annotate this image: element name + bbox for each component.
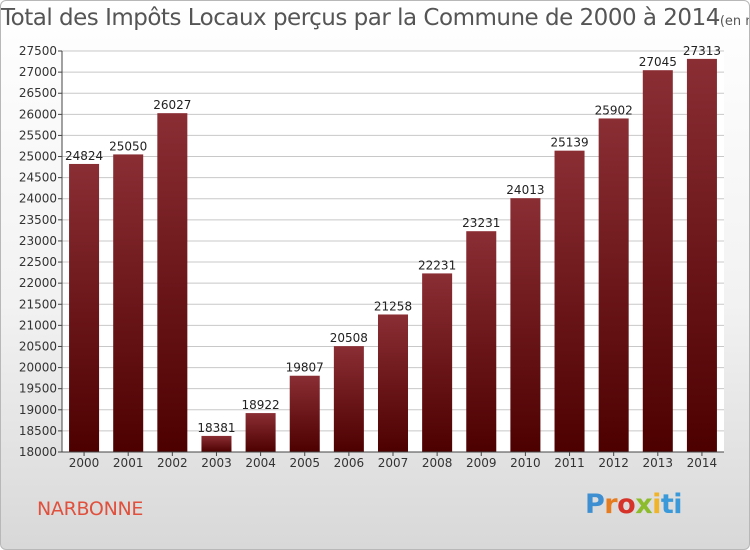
- data-label-2002: 26027: [153, 98, 191, 112]
- bar-2002[interactable]: [157, 113, 188, 453]
- bar-2007[interactable]: [377, 314, 409, 452]
- y-tick-label: 22500: [19, 255, 57, 269]
- data-label-2004: 18922: [242, 398, 280, 412]
- y-tick-label: 24500: [19, 171, 57, 185]
- chart-subtitle: (en milliers d'€): [719, 14, 749, 29]
- y-tick-label: 19000: [19, 403, 57, 417]
- bar-2013[interactable]: [642, 70, 673, 453]
- data-label-2013: 27045: [639, 55, 677, 69]
- x-axis: 2000 2001 2002 2003 2004 2005 2006 2007 2008 2009…: [69, 452, 717, 470]
- y-tick-label: 22000: [19, 276, 57, 290]
- x-tick-label: 2001: [113, 456, 144, 470]
- data-label-2010: 24013: [506, 183, 544, 197]
- bar-2005[interactable]: [289, 375, 320, 452]
- bar-2012[interactable]: [598, 118, 629, 452]
- y-tick-label: 27000: [19, 65, 57, 79]
- x-tick-label: 2005: [289, 456, 320, 470]
- bar-2014[interactable]: [686, 58, 717, 452]
- data-label-2000: 24824: [65, 149, 103, 163]
- x-tick-label: 2002: [157, 456, 188, 470]
- x-tick-label: 2014: [687, 456, 718, 470]
- bar-2010[interactable]: [510, 198, 541, 452]
- data-label-2008: 22231: [418, 258, 456, 272]
- bar-2009[interactable]: [466, 231, 497, 452]
- y-tick-label: 27500: [19, 44, 57, 58]
- bar-2008[interactable]: [422, 273, 453, 452]
- x-tick-label: 2003: [201, 456, 232, 470]
- y-tick-label: 24000: [19, 192, 57, 206]
- data-label-2005: 19807: [286, 361, 324, 375]
- y-tick-label: 26000: [19, 107, 57, 121]
- bar-2000[interactable]: [69, 163, 100, 452]
- y-tick-label: 25000: [19, 150, 57, 164]
- data-label-2001: 25050: [109, 139, 147, 153]
- x-tick-label: 2006: [334, 456, 365, 470]
- y-tick-label: 23000: [19, 234, 57, 248]
- bar-2006[interactable]: [333, 346, 364, 452]
- x-tick-label: 2011: [554, 456, 585, 470]
- y-tick-label: 18500: [19, 424, 57, 438]
- data-label-2007: 21258: [374, 299, 412, 313]
- data-label-2003: 18381: [197, 421, 235, 435]
- logo-letter: i: [652, 489, 661, 520]
- logo-letter: P: [585, 489, 605, 520]
- x-tick-label: 2009: [466, 456, 497, 470]
- bar-2011[interactable]: [554, 150, 585, 452]
- logo-letter: x: [635, 489, 653, 520]
- bar-2004[interactable]: [245, 413, 276, 452]
- x-tick-label: 2004: [245, 456, 276, 470]
- y-tick-label: 26500: [19, 86, 57, 100]
- x-tick-label: 2000: [69, 456, 100, 470]
- y-tick-label: 18000: [19, 445, 57, 459]
- y-tick-label: 23500: [19, 213, 57, 227]
- logo-letter: r: [604, 489, 618, 520]
- y-tick-label: 21000: [19, 318, 57, 332]
- data-label-2006: 20508: [330, 331, 368, 345]
- proxiti-logo[interactable]: Proxiti: [585, 489, 683, 520]
- y-tick-label: 19500: [19, 382, 57, 396]
- data-label-2014: 27313: [683, 44, 721, 58]
- bars: [69, 58, 717, 453]
- x-tick-label: 2007: [378, 456, 409, 470]
- logo-letter: ti: [660, 489, 683, 520]
- y-tick-label: 20000: [19, 361, 57, 375]
- y-tick-label: 25500: [19, 128, 57, 142]
- data-label-2009: 23231: [462, 216, 500, 230]
- commune-name: NARBONNE: [37, 498, 144, 520]
- x-tick-label: 2012: [598, 456, 629, 470]
- chart-title: Total des Impôts Locaux perçus par la Co…: [1, 5, 749, 31]
- x-tick-label: 2008: [422, 456, 453, 470]
- y-axis: 18000 18500 19000 19500 20000 20500 21000 21500…: [19, 44, 62, 459]
- logo-letter: o: [617, 489, 636, 520]
- bar-2001[interactable]: [113, 154, 144, 453]
- y-tick-label: 20500: [19, 339, 57, 353]
- data-labels: 24824 25050 26027 18381 18922 19807 20508 21258…: [65, 44, 721, 435]
- y-tick-label: 21500: [19, 297, 57, 311]
- x-tick-label: 2010: [510, 456, 541, 470]
- bar-2003[interactable]: [201, 435, 232, 452]
- x-tick-label: 2013: [643, 456, 674, 470]
- data-label-2012: 25902: [595, 103, 633, 117]
- data-label-2011: 25139: [550, 136, 588, 150]
